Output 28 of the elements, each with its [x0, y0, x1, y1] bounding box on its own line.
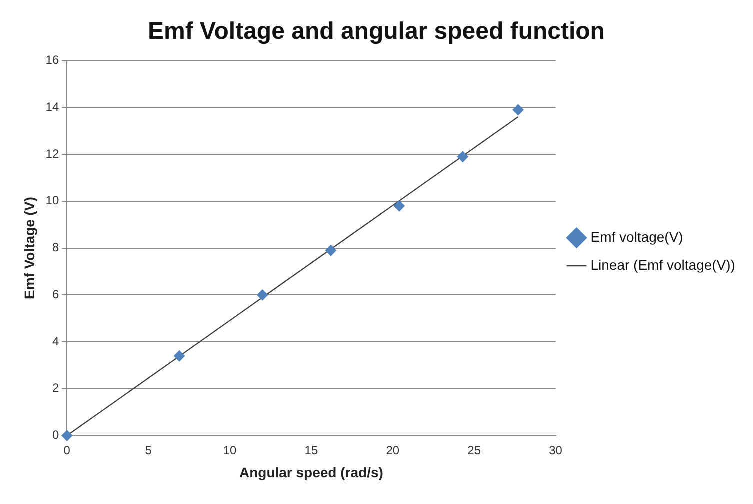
y-axis-title: Emf Voltage (V) [21, 197, 38, 300]
point [512, 104, 524, 116]
point [257, 290, 268, 301]
y-tick-label: 8 [52, 240, 60, 255]
chart-title: Emf Voltage and angular speed function [148, 18, 605, 46]
x-tick-label: 30 [549, 443, 563, 458]
y-tick-label: 4 [52, 334, 60, 348]
x-tick-label: 10 [223, 443, 238, 458]
y-tick-label: 12 [46, 146, 60, 161]
point [62, 430, 73, 442]
point [457, 151, 468, 162]
point [394, 200, 405, 212]
point [325, 245, 336, 256]
y-tick-label: 6 [52, 287, 60, 302]
y-tick-label: 2 [52, 381, 60, 396]
x-tick-label: 25 [468, 443, 482, 458]
x-tick-label: 15 [304, 443, 318, 458]
x-tick-label: 20 [386, 443, 400, 458]
legend-label: Linear (Emf voltage(V)) [590, 256, 736, 273]
x-axis-title: Angular speed (rad/s) [239, 464, 384, 480]
y-tick-label: 0 [52, 428, 60, 442]
y-tick-label: 10 [46, 194, 60, 208]
y-tick-label: 16 [46, 53, 60, 68]
x-tick-label: 0 [64, 443, 71, 458]
x-tick-label: 5 [145, 443, 152, 458]
legend-label: Emf voltage(V) [590, 228, 684, 245]
y-tick-label: 14 [46, 100, 60, 114]
point [174, 350, 186, 362]
